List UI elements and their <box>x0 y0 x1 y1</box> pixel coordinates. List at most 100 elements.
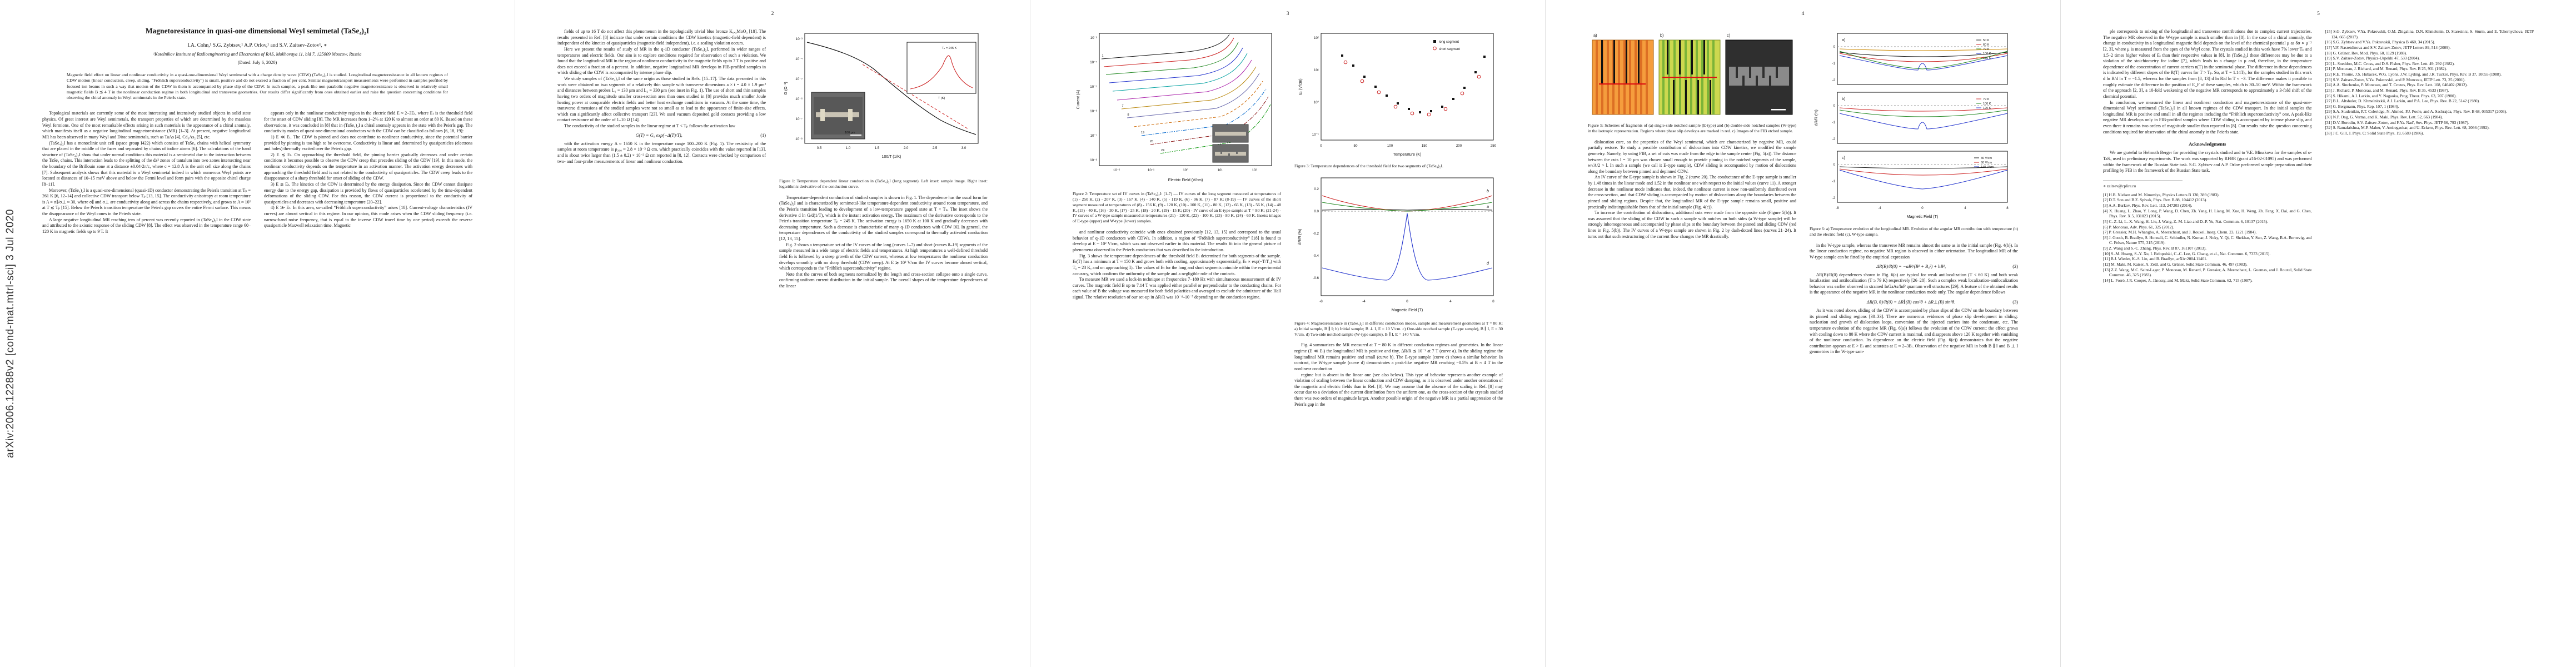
svg-text:2.0: 2.0 <box>904 146 909 150</box>
page3-col1: 10⁻³ 10⁻⁴ 10⁻⁵ 10⁻⁶ 10⁻⁷ 10⁻⁸ 10⁻² 10⁻¹ … <box>1073 29 1281 650</box>
page4-col2-text-b: ΔR(B)/R(0) dependences shown in Fig. 6(a… <box>1810 272 2018 296</box>
activation-fit-line <box>862 64 969 130</box>
svg-text:10⁻⁶: 10⁻⁶ <box>795 97 803 101</box>
reference-item: [32] S. Ramakrishna, M.P. Maher, V. Ambe… <box>2325 125 2490 131</box>
legend: long segment short segment <box>1433 40 1460 51</box>
figure-1-caption: Figure 1: Temperature dependent linear c… <box>779 178 988 189</box>
body-paragraph: regime but is absent in the linear one (… <box>1294 372 1503 407</box>
svg-text:10⁻⁸: 10⁻⁸ <box>1090 158 1097 162</box>
panel-c-curves <box>1839 166 2008 190</box>
page-1: arXiv:2006.12288v2 [cond-mat.mtrl-sci] 3… <box>0 0 515 667</box>
svg-text:10²: 10² <box>1314 36 1319 40</box>
references-col2: [15] S.G. Zybtsev, V.Ya. Pokrovskii, O.M… <box>2325 29 2534 136</box>
panel-a-legend: 50 K 60 K 79 K 100 K 120 K <box>1976 39 1991 60</box>
svg-text:1.0: 1.0 <box>846 146 851 150</box>
paper-affiliation: ¹Kotelnikov Institute of Radioengineerin… <box>153 52 362 57</box>
body-paragraph: An IV curve of the E-type sample is show… <box>1588 175 1796 210</box>
figure-5: a) b) c) <box>1588 30 1796 134</box>
acknowledgments-heading: Acknowledgments <box>2189 141 2226 147</box>
body-paragraph: 4) E ≫ Eₜ. In this area, so-called “Fröh… <box>264 205 472 228</box>
body-paragraph: Here we present the results of study of … <box>557 46 766 76</box>
svg-text:1.5: 1.5 <box>875 146 880 150</box>
svg-text:10⁰: 10⁰ <box>1314 101 1319 104</box>
reference-item: [11] B.J. Wieder, K.-S. Lin, and B. Brad… <box>2103 256 2208 262</box>
svg-text:-0.4: -0.4 <box>1313 254 1319 258</box>
svg-text:120 K: 120 K <box>1983 107 1991 110</box>
body-paragraph: Temperature-dependent conduction of stud… <box>779 195 988 242</box>
curve-c <box>1322 202 1493 212</box>
reference-item: [13] Z.Z. Wang, M.C. Saint-Lager, P. Mon… <box>2103 267 2312 278</box>
panel-labels: a) b) c) <box>1593 33 1731 38</box>
svg-text:100 K: 100 K <box>1983 52 1991 56</box>
body-paragraph: To increase the contribution of dislocat… <box>1588 210 1796 239</box>
page5-col1-text: ple corresponds to mixing of the longitu… <box>2103 29 2312 135</box>
svg-text:a): a) <box>1842 38 1845 42</box>
figure-1: 10⁻³ 10⁻⁴ 10⁻⁵ 10⁻⁶ 10⁻⁷ 10⁻⁸ 0.5 1.0 1.… <box>779 30 988 190</box>
page-number: 3 <box>1286 11 1289 17</box>
fib-cuts <box>1601 40 1640 83</box>
svg-text:0.2: 0.2 <box>1314 187 1319 191</box>
panel-a-curves <box>1839 48 2008 71</box>
y-axis-label: ΔR/R (%) <box>1815 109 1818 126</box>
equation-3-number: (3) <box>2012 299 2018 305</box>
body-paragraph: (TaSe₄)₂I has a monoclinic unit cell (sp… <box>42 140 251 187</box>
x-axis-ticks: 0 50 100 150 200 250 <box>1320 144 1496 148</box>
x-axis-ticks: -8 -4 0 4 8 <box>1319 300 1494 303</box>
body-paragraph: with the activation energy Δ ≈ 1650 K in… <box>557 141 766 164</box>
equation-1-number: (1) <box>760 132 766 138</box>
body-paragraph: As it was noted above, sliding of the CD… <box>1810 308 2018 355</box>
svg-text:10⁰: 10⁰ <box>1183 168 1188 172</box>
sample-image-insets <box>1212 124 1249 163</box>
plot-frame <box>804 33 979 144</box>
fib-cuts <box>1667 40 1711 115</box>
reference-item: [16] S.G. Zybtsev and V.Ya. Pokrovskii, … <box>2325 39 2435 45</box>
reference-item: [33] J.C. Gill, J. Phys. C: Solid State … <box>2325 130 2424 136</box>
x-axis-ticks: 0.5 1.0 1.5 2.0 2.5 3.0 <box>817 146 966 150</box>
page-number: 4 <box>1801 11 1805 17</box>
svg-text:-0.2: -0.2 <box>1313 232 1319 236</box>
svg-text:10⁻⁷: 10⁻⁷ <box>1090 134 1097 138</box>
svg-text:1: 1 <box>1102 54 1103 58</box>
y-axis-ticks: 0.2 0.0 -0.2 -0.4 -0.6 <box>1313 187 1319 280</box>
svg-text:10⁻⁵: 10⁻⁵ <box>795 77 803 81</box>
body-paragraph: In conclusion, we measured the linear an… <box>2103 99 2312 135</box>
svg-text:150: 150 <box>1422 144 1428 148</box>
x-axis-label: Magnetic Field (T) <box>1392 308 1423 312</box>
reference-item: [9] Z. Wang and S.-C. Zhang, Phys. Rev. … <box>2103 246 2206 251</box>
inset-x-label: T (K) <box>938 97 945 100</box>
x-axis-label: Electric Field (V/cm) <box>1168 178 1203 182</box>
reference-item: [23] S.V. Zaitsev-Zotov, V.Ya. Pokrovski… <box>2325 77 2465 82</box>
reference-item: [19] S.V. Zaitsev-Zotov, Physics-Uspekhi… <box>2325 56 2420 61</box>
image-notches <box>1736 67 1778 86</box>
svg-text:140 V/cm: 140 V/cm <box>1981 166 1994 169</box>
reference-item: [1] H.B. Nielsen and M. Ninomiya, Physic… <box>2103 192 2220 197</box>
curve-number-labels: 1 7 8 19 20 24 <box>1102 54 1164 152</box>
x-axis-ticks: 10⁻² 10⁻¹ 10⁰ 10¹ 10² <box>1113 168 1257 172</box>
figure-1-plot: 10⁻³ 10⁻⁴ 10⁻⁵ 10⁻⁶ 10⁻⁷ 10⁻⁸ 0.5 1.0 1.… <box>784 33 979 159</box>
svg-text:c): c) <box>1842 156 1845 160</box>
page4-col1-text: dislocation core, so the properties of t… <box>1588 140 1796 240</box>
svg-text:100 K: 100 K <box>1983 102 1991 106</box>
curve-d <box>1322 213 1493 281</box>
equation-2-number: (2) <box>2012 263 2018 269</box>
acknowledgments-text: We are grateful to Helmuth Berger for pr… <box>2103 150 2312 173</box>
reference-item: [20] L. Sneddon, M.C. Cross, and D.S. Fi… <box>2325 61 2455 66</box>
panel-b-legend: 79 K 100 K 120 K <box>1976 98 1991 110</box>
svg-text:10⁻³: 10⁻³ <box>796 37 803 41</box>
page1-col1: Topological materials are currently some… <box>42 111 251 235</box>
phase-slip-line <box>1599 83 1646 85</box>
svg-text:60 K: 60 K <box>1983 43 1990 47</box>
page-3: 3 10⁻³ 10⁻⁴ 10⁻⁵ 10⁻⁶ 10⁻⁷ 10⁻⁸ <box>1030 0 1546 667</box>
svg-text:0: 0 <box>1921 206 1924 210</box>
body-paragraph: 2) E ≲ Eₜ. On approaching the threshold … <box>264 152 472 181</box>
body-paragraph: Fig. 3 shows the temperature dependences… <box>1073 253 1281 276</box>
equation-3-body: ΔR(B, θ)/R(0) = ΔR∥(B) cos²θ + ΔR⊥(B) si… <box>1866 300 1956 305</box>
paper-abstract: Magnetic field effect on linear and nonl… <box>67 72 448 101</box>
reference-item: [22] R.E. Thorne, J.S. Hubacek, W.G. Lyo… <box>2325 72 2502 77</box>
x-axis-label: Magnetic Field (T) <box>1907 215 1938 219</box>
reference-item: [30] N.P. Ong, G. Verma, and K. Maki, Ph… <box>2325 115 2443 120</box>
svg-text:a: a <box>1487 205 1489 209</box>
page-number: 5 <box>2317 11 2320 17</box>
reference-item: [8] J. Gooth, B. Bradlyn, S. Honnali, C.… <box>2103 235 2312 246</box>
figure-3-plot: 10² 10¹ 10⁰ 10⁻¹ 0 50 100 150 200 250 <box>1299 33 1497 157</box>
